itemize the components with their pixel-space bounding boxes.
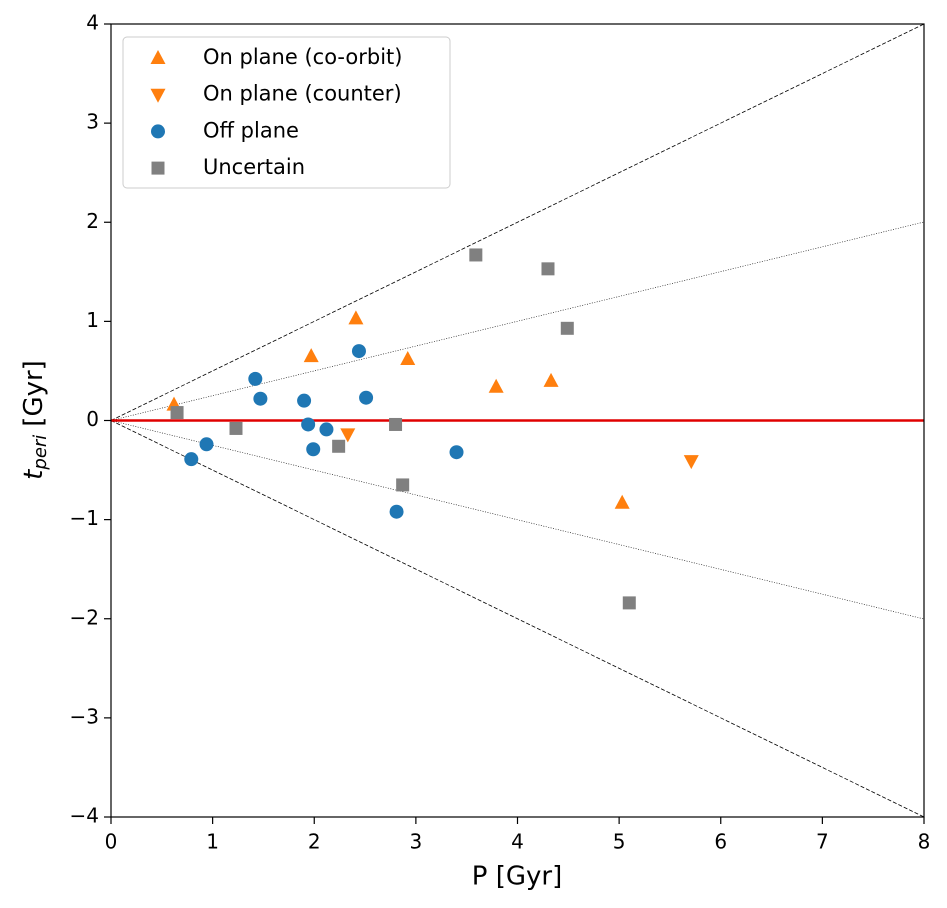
point	[449, 445, 464, 460]
point	[560, 321, 574, 335]
reference-line	[110, 221, 925, 421]
x-axis-label: P [Gyr]	[472, 862, 562, 892]
point	[396, 478, 410, 492]
point	[332, 439, 346, 453]
legend-label: Off plane	[203, 118, 299, 142]
y-label-symbol: t	[19, 469, 49, 480]
legend-marker	[150, 88, 166, 103]
point	[301, 417, 316, 432]
point	[184, 452, 199, 467]
point	[199, 437, 214, 452]
point	[622, 596, 636, 610]
point	[297, 393, 312, 408]
point	[170, 406, 184, 420]
point	[253, 391, 268, 406]
y-label-subscript: peri	[30, 435, 51, 471]
x-tick-label: 3	[410, 830, 423, 854]
legend-label: Uncertain	[203, 155, 305, 179]
legend-marker	[151, 124, 165, 139]
legend: On plane (co-orbit) On plane (counter) Off…	[122, 36, 451, 189]
point	[319, 422, 334, 437]
x-tick-label: 8	[918, 830, 931, 854]
point	[614, 494, 630, 509]
y-label-unit: [Gyr]	[19, 360, 49, 427]
x-tick-label: 7	[816, 830, 829, 854]
point	[306, 442, 321, 457]
point	[683, 455, 699, 470]
y-tick-label: 2	[86, 209, 99, 233]
x-tick-label: 2	[308, 830, 321, 854]
legend-marker	[151, 161, 165, 175]
x-tick-label: 0	[105, 830, 118, 854]
y-axis-label: tperi [Gyr]	[19, 360, 52, 480]
point	[543, 372, 559, 387]
point	[389, 417, 403, 431]
x-tick-label: 5	[613, 830, 626, 854]
point	[303, 348, 319, 363]
y-tick-label: 1	[86, 308, 99, 332]
point	[400, 351, 416, 366]
point	[469, 248, 483, 262]
point	[348, 310, 364, 325]
point	[351, 344, 366, 359]
reference-line	[110, 23, 925, 421]
y-tick-label: −3	[70, 704, 99, 728]
legend-label: On plane (co-orbit)	[203, 45, 402, 69]
reference-line	[110, 420, 925, 620]
plot-frame	[110, 23, 925, 818]
point	[340, 428, 356, 443]
y-tick-label: 4	[86, 11, 99, 35]
y-tick-label: −4	[70, 804, 99, 828]
x-tick-label: 6	[714, 830, 727, 854]
legend-box	[122, 36, 451, 189]
y-tick-label: 3	[86, 110, 99, 134]
reference-line	[110, 420, 925, 818]
point	[389, 504, 404, 519]
x-tick-label: 4	[511, 830, 524, 854]
y-tick-label: −1	[70, 506, 99, 530]
point	[541, 262, 555, 276]
y-tick-label: −2	[70, 605, 99, 629]
point	[488, 378, 504, 393]
legend-marker	[150, 50, 166, 64]
y-tick-label: 0	[86, 407, 99, 431]
x-tick-label: 1	[206, 830, 219, 854]
reference-lines	[110, 23, 925, 818]
legend-label: On plane (counter)	[203, 82, 402, 106]
point	[248, 371, 263, 386]
point	[359, 390, 374, 405]
point	[229, 421, 243, 435]
